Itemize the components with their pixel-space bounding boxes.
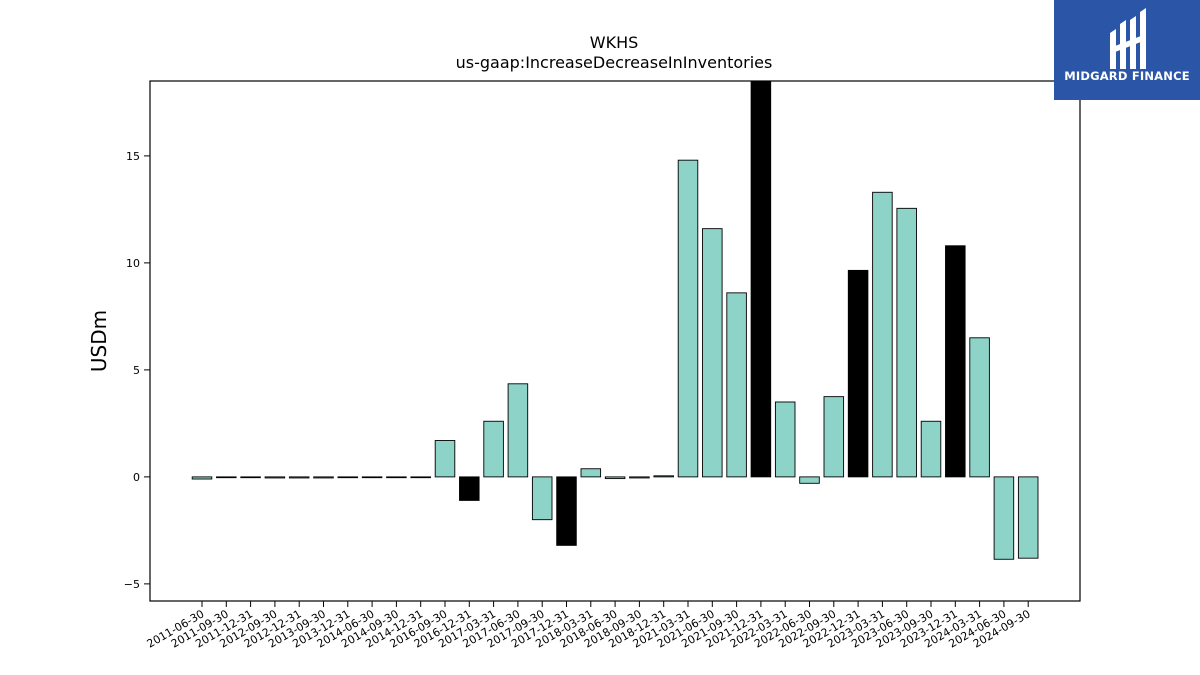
bar [288,476,310,479]
y-tick-label: 5 [133,364,140,377]
bar [750,80,772,478]
bar [920,420,942,478]
bar [872,191,893,478]
bar [969,337,990,478]
chart-subtitle: us-gaap:IncreaseDecreaseInInventories [456,53,773,72]
bar [823,396,845,478]
bar [653,475,674,478]
y-tick-label: 15 [126,150,140,163]
bar [993,476,1015,560]
bar [774,401,796,478]
bar [896,207,917,478]
y-axis-label: USDm [87,310,111,372]
bar [629,476,650,479]
bar [604,476,626,480]
bar [264,476,286,479]
midgard-finance-logo: MIDGARD FINANCE [1054,0,1200,100]
chart-title: WKHS [590,33,639,52]
bar [240,476,261,479]
bar [191,476,213,480]
bar [726,292,747,478]
bars-group [191,80,1039,560]
plot-frame [149,80,1081,602]
bar [507,383,529,478]
bar [410,476,431,479]
y-tick-label: 0 [133,471,140,484]
bar [337,476,359,479]
bar [434,440,456,478]
bar [216,476,237,479]
bar [531,476,553,521]
bar [580,468,602,478]
bar [702,228,723,478]
bar [945,245,966,478]
bar [677,159,699,478]
bar [313,476,334,479]
bar [799,476,820,484]
bar [459,476,480,501]
bar [386,476,407,479]
logo-text: MIDGARD FINANCE [1064,69,1190,83]
bar [1017,476,1039,559]
bar [361,476,383,479]
bar [483,420,504,478]
y-tick-label: 10 [126,257,140,270]
logo-mark-icon [1110,8,1146,69]
x-axis-ticks: 2011-06-302011-09-302011-12-312012-09-30… [145,601,1033,651]
bar [556,476,577,546]
y-axis-ticks: −5 0 5 10 15 [124,150,150,591]
y-tick-label: −5 [124,578,140,591]
bar [847,269,869,478]
